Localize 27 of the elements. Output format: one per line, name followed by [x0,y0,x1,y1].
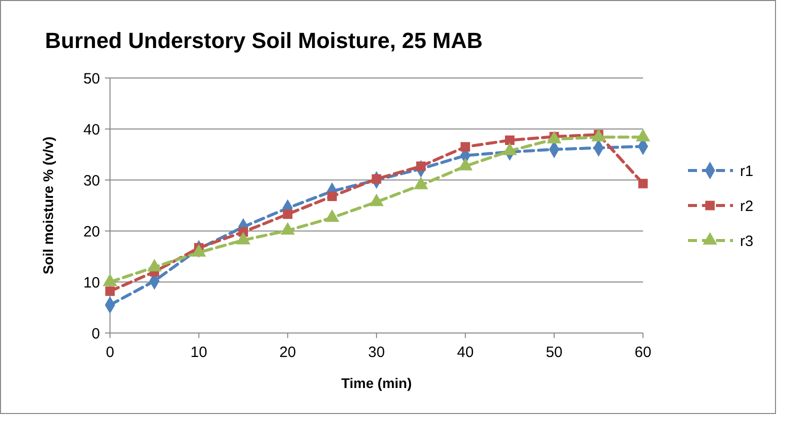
y-axis-title: Soil moisture % (v/v) [40,136,56,274]
y-tick-label: 50 [83,70,100,88]
point [372,174,382,184]
point [282,209,292,219]
y-tick-label: 20 [83,223,100,240]
point [460,142,470,152]
y-tick-label: 0 [92,325,100,342]
point [416,161,426,171]
legend-label: r2 [740,198,754,215]
point [638,178,648,188]
x-tick-label: 20 [279,344,296,361]
point [105,286,115,296]
x-tick-label: 50 [546,344,563,361]
y-tick-label: 30 [83,172,100,190]
x-axis-title: Time (min) [341,375,412,391]
x-tick-label: 10 [190,344,208,361]
x-tick-label: 0 [106,344,114,361]
x-tick-label: 60 [634,344,652,361]
point [327,192,337,202]
legend-label: r3 [740,232,754,250]
x-tick-label: 30 [368,344,385,361]
x-tick-label: 40 [456,344,474,361]
legend-label: r1 [740,162,754,180]
y-tick-label: 10 [83,274,100,292]
point [505,135,514,145]
y-tick-label: 40 [83,121,100,138]
chart-title: Burned Understory Soil Moisture, 25 MAB [45,28,483,53]
